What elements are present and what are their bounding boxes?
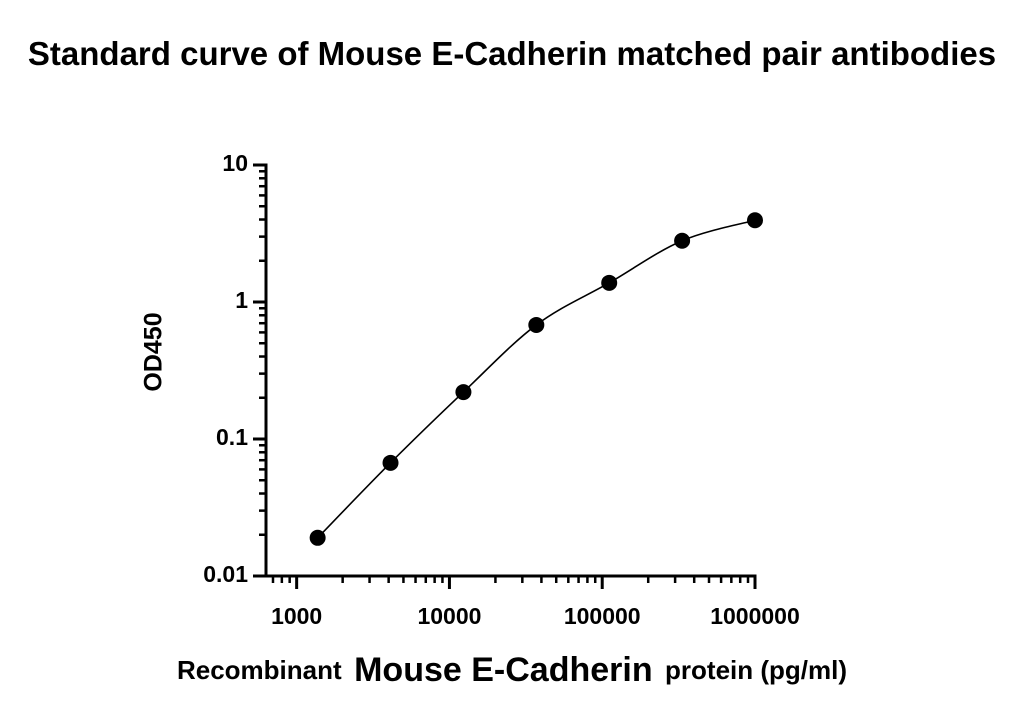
x-tick-label: 10000	[417, 603, 481, 629]
data-point	[528, 316, 545, 333]
y-tick-label: 0.1	[216, 424, 248, 450]
fit-curve	[317, 219, 756, 539]
data-point	[455, 384, 472, 401]
x-label-part: protein (pg/ml)	[665, 655, 847, 685]
x-tick-label: 1000	[271, 603, 322, 629]
data-point	[382, 454, 399, 471]
data-point	[674, 232, 691, 249]
y-tick-label: 10	[222, 150, 248, 176]
x-tick-label: 100000	[564, 603, 641, 629]
chart-title: Standard curve of Mouse E-Cadherin match…	[27, 35, 997, 72]
x-label-part: Recombinant	[177, 655, 342, 685]
data-point	[601, 274, 618, 291]
y-tick-label: 1	[235, 287, 248, 313]
x-label-part: Mouse E-Cadherin	[354, 651, 652, 689]
y-tick-label: 0.01	[203, 561, 248, 587]
y-axis-label: OD450	[140, 312, 168, 391]
data-point	[309, 529, 326, 546]
x-axis-label: Recombinant Mouse E-Cadherin protein (pg…	[177, 651, 847, 689]
x-tick-label: 1000000	[710, 603, 800, 629]
data-point	[747, 212, 763, 229]
